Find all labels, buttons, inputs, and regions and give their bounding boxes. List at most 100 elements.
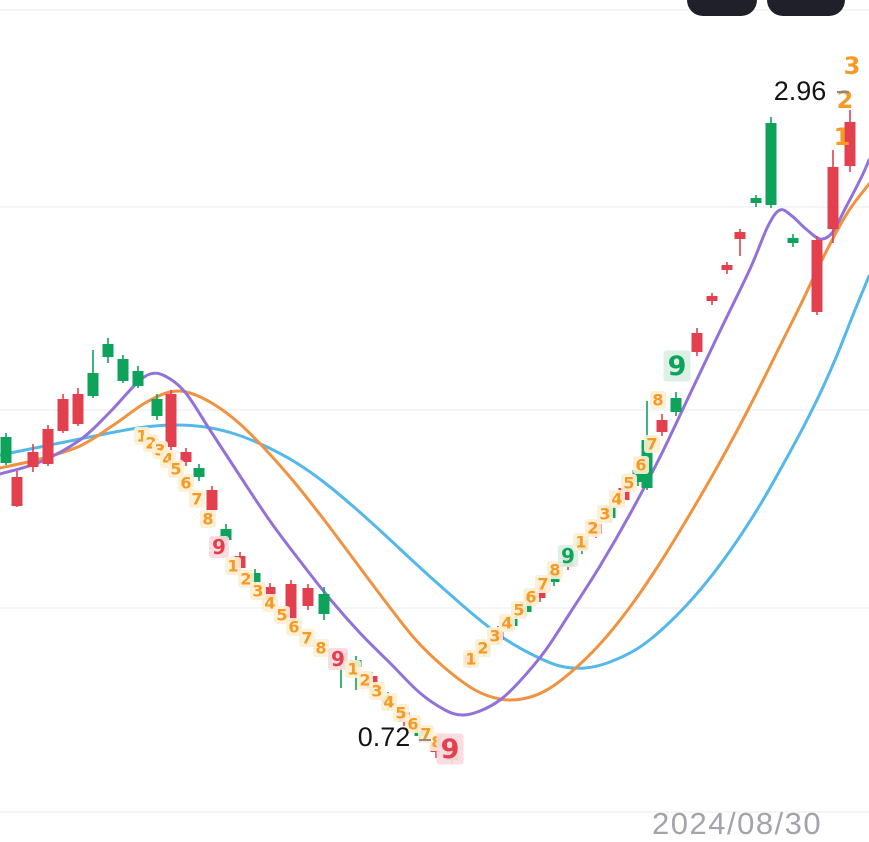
- td-marker-box: [328, 648, 348, 670]
- candle-body: [193, 468, 205, 477]
- candle-body: [0, 437, 12, 463]
- td-marker-box: [511, 601, 527, 619]
- td-marker-box: [573, 533, 589, 551]
- candle-body: [132, 371, 144, 386]
- td-marker-box: [633, 456, 649, 474]
- td-marker-box: [209, 536, 229, 558]
- candle-body: [721, 265, 733, 270]
- candle-body: [656, 420, 668, 432]
- td-marker-9: 9: [331, 647, 345, 671]
- candle-body: [220, 529, 232, 540]
- td-marker-1: 1: [347, 659, 358, 678]
- td-marker-4: 4: [383, 692, 394, 711]
- candle-body: [117, 359, 129, 381]
- td-marker-box: [644, 435, 660, 453]
- td-marker-box: [274, 606, 290, 624]
- td-marker-box: [650, 391, 666, 409]
- td-marker-box: [405, 715, 421, 733]
- price-label: 2.96: [774, 76, 827, 106]
- ma-line-mid: [0, 182, 869, 702]
- toolbar-button-1[interactable]: [687, 0, 757, 16]
- candle-body: [765, 123, 777, 205]
- td-marker-3: 3: [371, 681, 382, 700]
- td-marker-box: [436, 733, 464, 765]
- td-marker-box: [178, 474, 194, 492]
- td-marker-box: [250, 582, 266, 600]
- candle-body: [811, 240, 823, 312]
- td-marker-2: 2: [145, 433, 156, 452]
- td-marker-6: 6: [180, 473, 191, 492]
- td-marker-box: [585, 519, 601, 537]
- td-marker-box: [299, 629, 315, 647]
- date-label: 2024/08/30: [652, 806, 823, 841]
- td-marker-box: [609, 490, 625, 508]
- candle-body: [318, 594, 330, 614]
- candle-body: [42, 429, 54, 464]
- td-marker-box: [286, 618, 302, 636]
- td-marker-box: [499, 614, 515, 632]
- td-marker-7: 7: [537, 574, 548, 593]
- candle-body: [691, 333, 703, 352]
- td-marker-7: 7: [646, 434, 657, 453]
- td-marker-6: 6: [288, 617, 299, 636]
- candle-body: [102, 344, 114, 357]
- price-label: 0.72: [358, 722, 411, 752]
- td-marker-4: 4: [162, 449, 173, 468]
- candle-body: [206, 490, 218, 510]
- td-marker-box: [535, 575, 551, 593]
- td-marker-1: 1: [465, 649, 476, 668]
- td-marker-2: 2: [837, 86, 854, 114]
- td-marker-box: [225, 557, 241, 575]
- td-marker-7: 7: [301, 628, 312, 647]
- td-marker-box: [597, 505, 613, 523]
- td-marker-box: [558, 545, 578, 567]
- candle-body: [734, 232, 746, 239]
- candle-body: [827, 167, 839, 229]
- td-marker-box: [189, 490, 205, 508]
- td-marker-box: [663, 350, 691, 382]
- td-marker-3: 3: [252, 581, 263, 600]
- td-marker-9: 9: [441, 734, 460, 765]
- td-marker-box: [345, 660, 361, 678]
- td-marker-5: 5: [395, 703, 406, 722]
- td-marker-8: 8: [315, 638, 326, 657]
- td-marker-box: [357, 671, 373, 689]
- candle-body: [670, 398, 682, 412]
- td-marker-9: 9: [561, 544, 575, 568]
- td-marker-2: 2: [240, 569, 251, 588]
- toolbar-button-2[interactable]: [767, 0, 845, 16]
- candle-body: [87, 373, 99, 396]
- td-marker-9: 9: [668, 351, 687, 382]
- td-marker-box: [487, 627, 503, 645]
- td-marker-3: 3: [154, 440, 165, 459]
- td-marker-6: 6: [635, 455, 646, 474]
- candle-body: [844, 122, 856, 166]
- candle-body: [151, 399, 163, 416]
- td-marker-box: [200, 510, 216, 528]
- candle-body: [706, 296, 718, 301]
- td-marker-2: 2: [477, 638, 488, 657]
- td-marker-1: 1: [227, 556, 238, 575]
- td-marker-8: 8: [652, 390, 663, 409]
- td-marker-box: [238, 570, 254, 588]
- td-marker-5: 5: [170, 459, 181, 478]
- td-marker-5: 5: [276, 605, 287, 624]
- td-marker-4: 4: [611, 489, 622, 508]
- td-marker-box: [262, 594, 278, 612]
- td-marker-box: [313, 639, 329, 657]
- td-marker-box: [463, 650, 479, 668]
- td-marker-3: 3: [599, 504, 610, 523]
- td-marker-1: 1: [575, 532, 586, 551]
- td-marker-7: 7: [191, 489, 202, 508]
- td-marker-5: 5: [513, 600, 524, 619]
- td-marker-6: 6: [525, 587, 536, 606]
- ma-line-fast: [0, 158, 869, 717]
- candle-body: [11, 477, 23, 506]
- candle-body: [57, 399, 69, 431]
- candle-body: [750, 198, 762, 203]
- ma-line-slow: [0, 274, 869, 670]
- td-marker-2: 2: [359, 670, 370, 689]
- td-marker-6: 6: [407, 714, 418, 733]
